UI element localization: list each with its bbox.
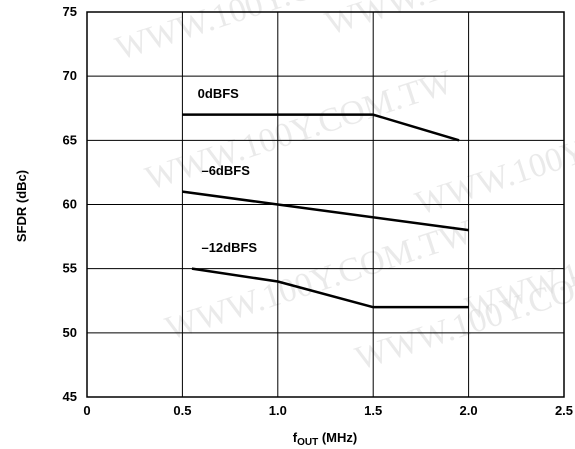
x-tick-label: 0.5	[173, 403, 191, 418]
watermark-text: WWW.100Y.COM.TW	[141, 63, 458, 197]
x-axis-title: fOUT (MHz)	[293, 430, 357, 448]
x-axis-title-unit: (MHz)	[318, 430, 357, 445]
watermark-layer: WWW.100Y.COM.TWWWW.100Y.COM.TWWWW.100Y.C…	[111, 0, 575, 378]
y-tick-label: 65	[63, 132, 77, 147]
series-layer: 0dBFS –6dBFS –12dBFS	[182, 86, 469, 309]
x-tick-label: 1.0	[269, 403, 287, 418]
x-tick-label: 1.5	[364, 403, 382, 418]
watermark-text: WWW.100Y.COM.TW	[321, 0, 575, 43]
plot-frame	[86, 11, 565, 398]
series-line-1	[182, 190, 469, 232]
tick-label-layer: 0 0.5 1.0 1.5 2.0 2.5 45 50 55 60 65 70 75	[63, 4, 574, 418]
x-tick-label: 0	[83, 403, 90, 418]
series-label-2: –12dBFS	[201, 240, 257, 255]
y-tick-label: 60	[63, 197, 77, 212]
series-line-0	[182, 113, 460, 142]
y-tick-label: 70	[63, 68, 77, 83]
y-tick-label: 75	[63, 4, 77, 19]
grid-layer	[86, 11, 565, 398]
y-tick-label: 45	[63, 389, 77, 404]
x-tick-label: 2.5	[555, 403, 573, 418]
y-tick-label: 55	[63, 261, 77, 276]
x-axis-title-main: f	[293, 430, 298, 445]
series-label-1: –6dBFS	[201, 163, 250, 178]
watermark-text: WWW.100Y.COM.TW	[411, 88, 575, 222]
y-tick-label: 50	[63, 325, 77, 340]
series-line-2	[191, 267, 469, 309]
x-tick-label: 2.0	[460, 403, 478, 418]
y-axis-title: SFDR (dBc)	[14, 170, 29, 242]
x-axis-title-subscript: OUT	[297, 437, 318, 448]
series-label-0: 0dBFS	[198, 86, 240, 101]
